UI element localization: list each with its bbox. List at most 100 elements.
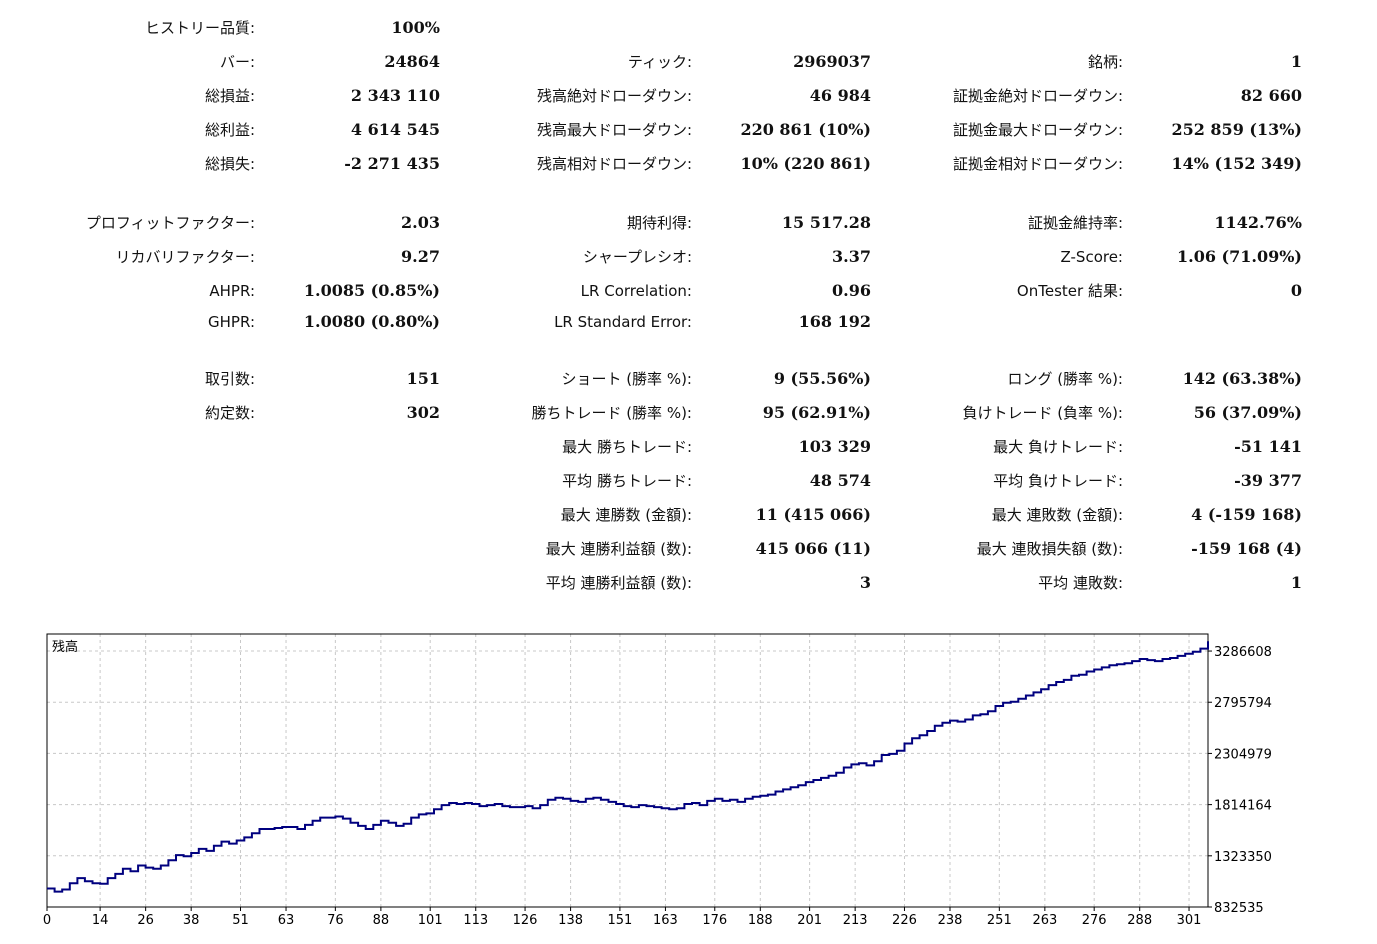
stat-value: 48 574 — [809, 471, 871, 490]
y-tick-label: 1814164 — [1214, 799, 1272, 814]
x-tick-label: 26 — [137, 913, 154, 928]
stat-value: -159 168 (4) — [1191, 539, 1302, 558]
stat-label: 残高絶対ドローダウン: — [536, 87, 692, 105]
x-tick-label: 251 — [987, 913, 1012, 928]
stat-label: 最大 連勝数 (金額): — [560, 506, 692, 524]
stat-label: ロング (勝率 %): — [1007, 370, 1123, 388]
stat-value: 302 — [406, 403, 440, 422]
stat-value: 415 066 (11) — [755, 539, 871, 558]
stat-value: 252 859 (13%) — [1171, 120, 1302, 139]
stat-label: 約定数: — [204, 404, 255, 422]
x-tick-label: 88 — [373, 913, 390, 928]
stat-label: 総損益: — [204, 87, 255, 105]
x-tick-label: 113 — [463, 913, 488, 928]
stat-label: 証拠金維持率: — [1027, 214, 1123, 232]
x-tick-label: 14 — [92, 913, 109, 928]
x-tick-label: 138 — [558, 913, 583, 928]
x-tick-label: 0 — [43, 913, 51, 928]
x-tick-label: 238 — [938, 913, 963, 928]
stat-label: ティック: — [627, 53, 692, 71]
stat-value: 9.27 — [401, 247, 440, 266]
stat-label: AHPR: — [209, 282, 255, 300]
stat-label: 負けトレード (負率 %): — [962, 404, 1123, 422]
stat-value: 1 — [1290, 573, 1302, 592]
chart-title: 残高 — [52, 639, 78, 655]
stat-value: 14% (152 349) — [1171, 154, 1302, 173]
stat-label: 平均 勝ちトレード: — [562, 472, 692, 490]
x-tick-label: 213 — [843, 913, 868, 928]
stat-label: 平均 連敗数: — [1038, 574, 1123, 592]
stat-label: 最大 連勝利益額 (数): — [545, 540, 692, 558]
x-tick-label: 76 — [327, 913, 344, 928]
stat-label: GHPR: — [208, 313, 255, 331]
x-tick-label: 176 — [702, 913, 727, 928]
stat-label: 銘柄: — [1087, 53, 1123, 71]
x-tick-label: 126 — [513, 913, 538, 928]
stat-label: LR Standard Error: — [554, 313, 692, 331]
x-tick-label: 301 — [1177, 913, 1202, 928]
stat-value: 0 — [1290, 281, 1302, 300]
stat-value: -51 141 — [1234, 437, 1302, 456]
stat-label: 最大 連敗損失額 (数): — [976, 540, 1123, 558]
stat-label: プロフィットファクター: — [85, 214, 255, 232]
stat-value: 2969037 — [793, 52, 871, 71]
stat-value: -2 271 435 — [344, 154, 440, 173]
x-tick-label: 163 — [653, 913, 678, 928]
plot-area — [47, 634, 1208, 907]
stat-label: 総利益: — [204, 121, 255, 139]
stat-value: 4 (-159 168) — [1191, 505, 1302, 524]
stat-value: 142 (63.38%) — [1182, 369, 1302, 388]
stat-label: ショート (勝率 %): — [561, 370, 692, 388]
stat-value: 1.0085 (0.85%) — [303, 281, 440, 300]
y-tick-label: 832535 — [1214, 901, 1264, 916]
stat-value: 46 984 — [809, 86, 871, 105]
stat-value: 151 — [406, 369, 440, 388]
stat-value: 11 (415 066) — [755, 505, 871, 524]
y-tick-label: 2304979 — [1214, 747, 1272, 762]
x-tick-label: 151 — [607, 913, 632, 928]
stat-value: 56 (37.09%) — [1193, 403, 1302, 422]
balance-series-line — [47, 641, 1209, 893]
stat-value: -39 377 — [1234, 471, 1302, 490]
stat-value: 10% (220 861) — [740, 154, 871, 173]
stat-label: 勝ちトレード (勝率 %): — [531, 404, 692, 422]
x-tick-label: 101 — [418, 913, 443, 928]
stat-label: OnTester 結果: — [1016, 282, 1123, 300]
plot-border — [46, 633, 1209, 908]
stat-value: 1 — [1290, 52, 1302, 71]
x-tick-label: 51 — [232, 913, 249, 928]
stat-label: リカバリファクター: — [115, 248, 255, 266]
stat-value: 103 329 — [798, 437, 871, 456]
y-tick-label: 1323350 — [1214, 850, 1272, 865]
stat-label: 証拠金最大ドローダウン: — [952, 121, 1123, 139]
stat-label: ヒストリー品質: — [144, 19, 255, 37]
x-tick-label: 188 — [748, 913, 773, 928]
x-tick-label: 226 — [892, 913, 917, 928]
stat-label: シャープレシオ: — [582, 248, 692, 266]
stat-value: 9 (55.56%) — [773, 369, 871, 388]
x-tick-label: 276 — [1082, 913, 1107, 928]
stat-value: 82 660 — [1240, 86, 1302, 105]
stat-label: バー: — [219, 53, 255, 71]
stat-label: LR Correlation: — [580, 282, 692, 300]
stat-label: 期待利得: — [626, 214, 692, 232]
stat-value: 95 (62.91%) — [762, 403, 871, 422]
stat-value: 24864 — [384, 52, 440, 71]
y-tick-label: 3286608 — [1214, 645, 1272, 660]
x-tick-label: 263 — [1032, 913, 1057, 928]
stat-label: 残高相対ドローダウン: — [536, 155, 692, 173]
stat-label: 最大 勝ちトレード: — [562, 438, 692, 456]
stat-value: 100% — [391, 18, 440, 37]
stat-value: 220 861 (10%) — [740, 120, 871, 139]
stat-label: Z-Score: — [1060, 248, 1124, 266]
stat-label: 証拠金絶対ドローダウン: — [952, 87, 1123, 105]
stat-label: 残高最大ドローダウン: — [536, 121, 692, 139]
balance-chart-svg: 0 14 26 38 51 63 76 88 101 113 126 138 151 163 176 188 2… — [43, 633, 1272, 928]
y-tick-label: 2795794 — [1214, 696, 1272, 711]
stat-value: 1142.76% — [1214, 213, 1302, 232]
stat-value: 0.96 — [832, 281, 871, 300]
stat-value: 1.0080 (0.80%) — [303, 312, 440, 331]
stat-label: 証拠金相対ドローダウン: — [952, 155, 1123, 173]
stat-value: 4 614 545 — [350, 120, 440, 139]
stat-value: 1.06 (71.09%) — [1177, 247, 1302, 266]
